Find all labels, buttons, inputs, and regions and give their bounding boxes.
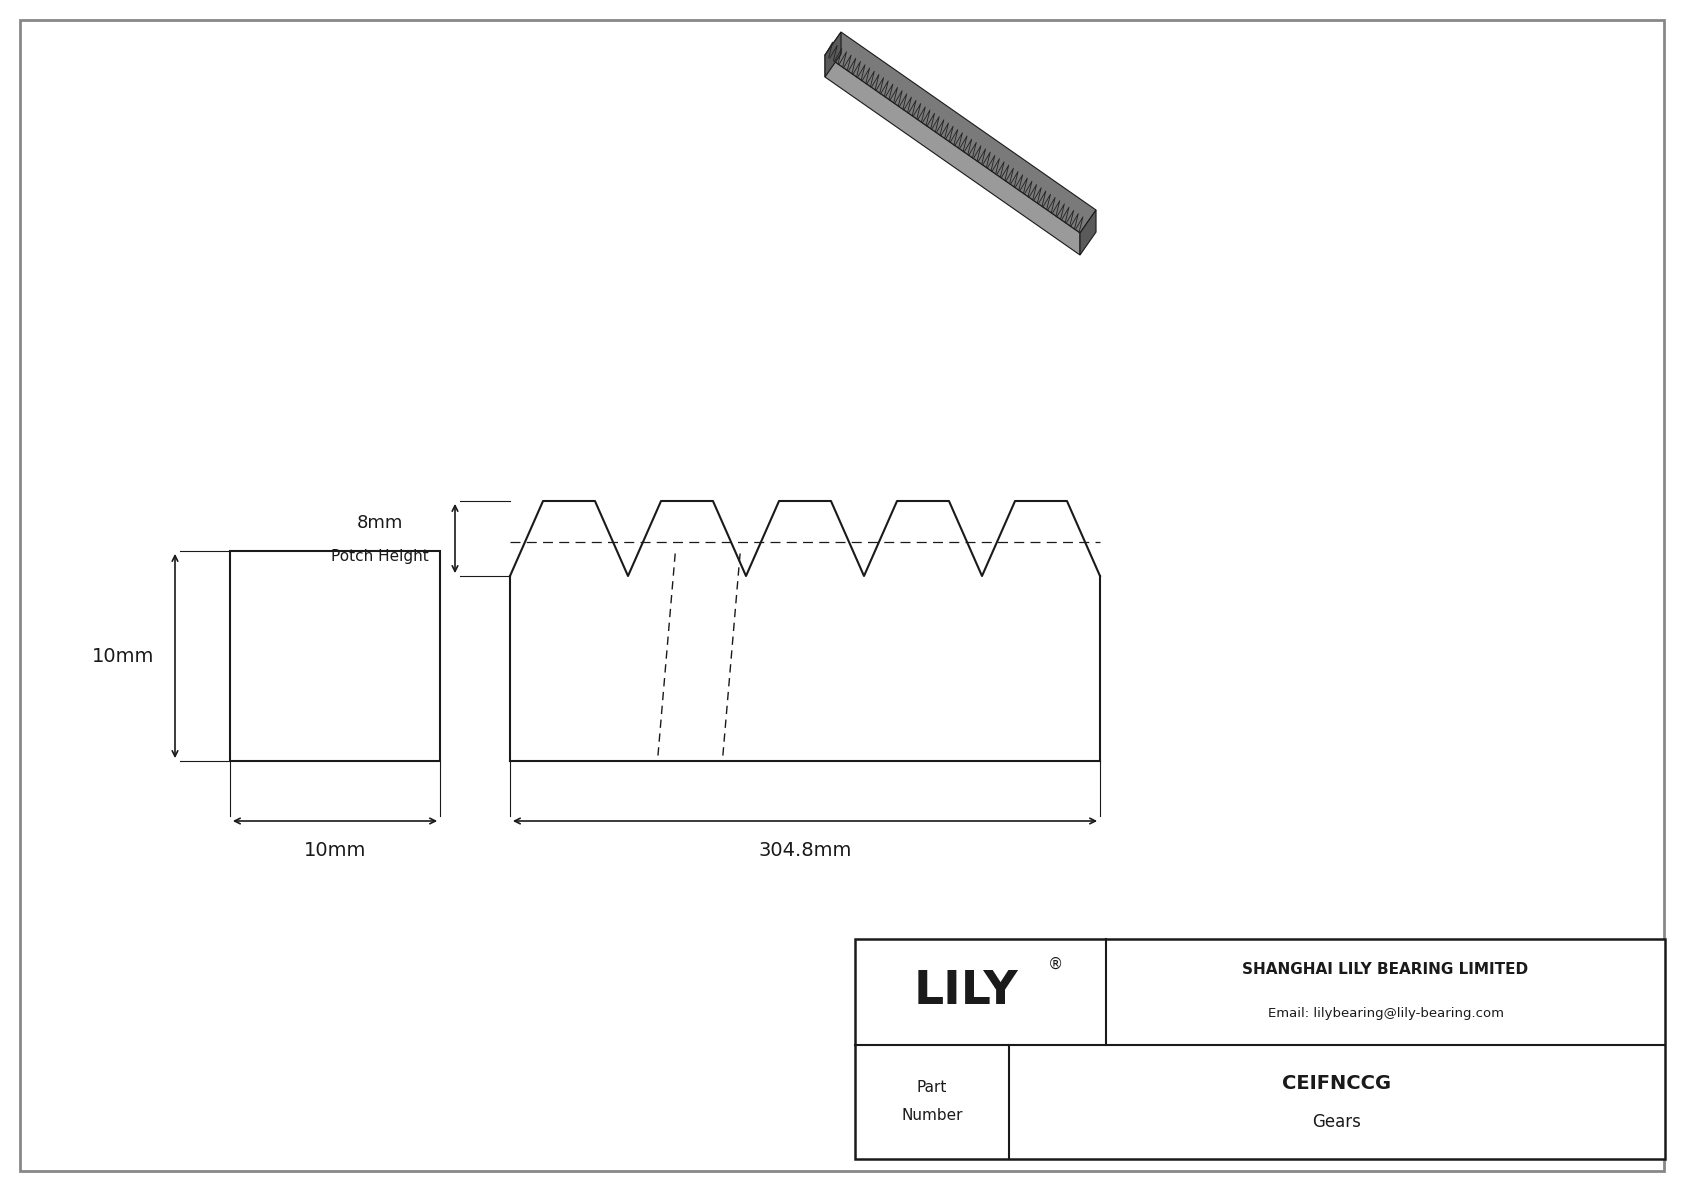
Text: SHANGHAI LILY BEARING LIMITED: SHANGHAI LILY BEARING LIMITED bbox=[1243, 962, 1529, 978]
Text: 304.8mm: 304.8mm bbox=[758, 842, 852, 861]
Text: LILY: LILY bbox=[913, 969, 1017, 1015]
Text: 10mm: 10mm bbox=[93, 647, 155, 666]
Text: Number: Number bbox=[901, 1109, 963, 1123]
Text: Potch Height: Potch Height bbox=[332, 549, 429, 565]
Text: ®: ® bbox=[1047, 956, 1063, 972]
Text: 10mm: 10mm bbox=[303, 842, 365, 861]
Text: Gears: Gears bbox=[1312, 1112, 1361, 1130]
Polygon shape bbox=[825, 32, 1096, 233]
Polygon shape bbox=[825, 55, 1079, 255]
Polygon shape bbox=[825, 32, 840, 77]
Bar bbox=[855, 939, 1665, 1159]
Text: 8mm: 8mm bbox=[357, 513, 402, 531]
Text: Part: Part bbox=[916, 1080, 946, 1096]
Polygon shape bbox=[1079, 210, 1096, 255]
Text: CEIFNCCG: CEIFNCCG bbox=[1283, 1074, 1391, 1093]
Text: Email: lilybearing@lily-bearing.com: Email: lilybearing@lily-bearing.com bbox=[1268, 1008, 1504, 1021]
Bar bbox=[231, 551, 440, 761]
